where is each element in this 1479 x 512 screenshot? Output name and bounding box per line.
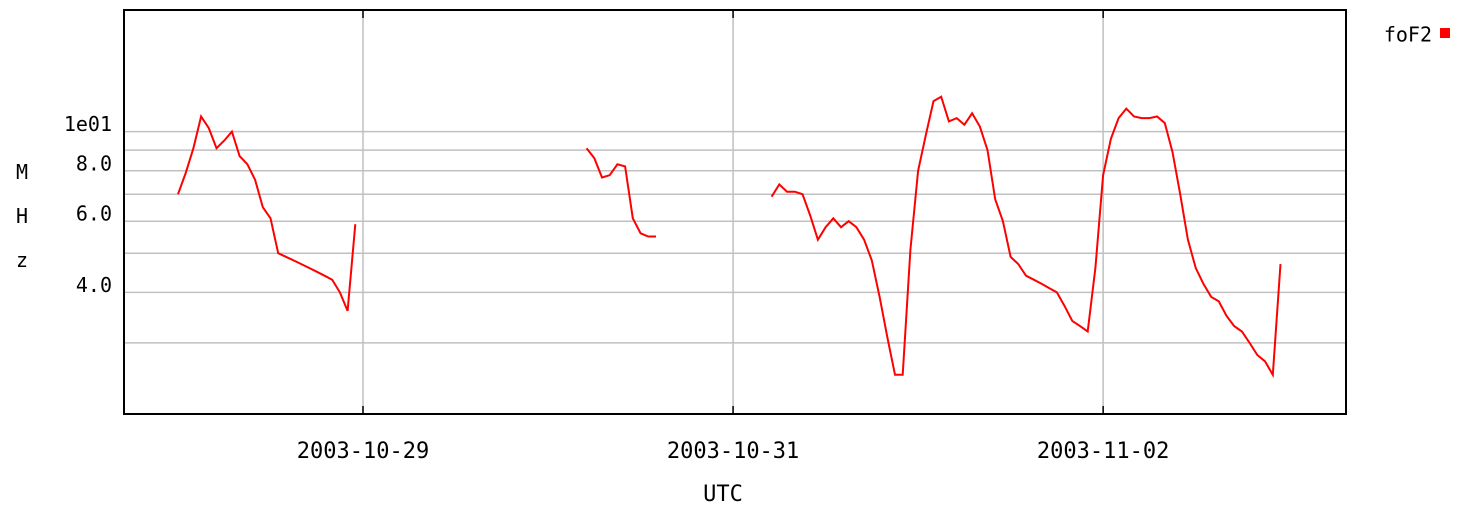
y-tick-label: 1e01 bbox=[64, 112, 112, 136]
x-tick-label: 2003-10-29 bbox=[297, 439, 429, 464]
y-tick-label: 4.0 bbox=[76, 273, 112, 297]
x-tick-label: 2003-11-02 bbox=[1037, 439, 1169, 464]
data-line bbox=[177, 95, 1282, 379]
x-tick-label: 2003-10-31 bbox=[667, 439, 799, 464]
y-tick-label: 6.0 bbox=[76, 202, 112, 226]
y-axis-label: MHz bbox=[10, 160, 34, 292]
y-tick-label: 8.0 bbox=[76, 151, 112, 175]
legend-label: foF2 bbox=[1384, 23, 1432, 47]
legend-swatch bbox=[1440, 28, 1450, 38]
x-axis-label: UTC bbox=[703, 482, 743, 507]
plot-frame bbox=[123, 9, 1347, 415]
